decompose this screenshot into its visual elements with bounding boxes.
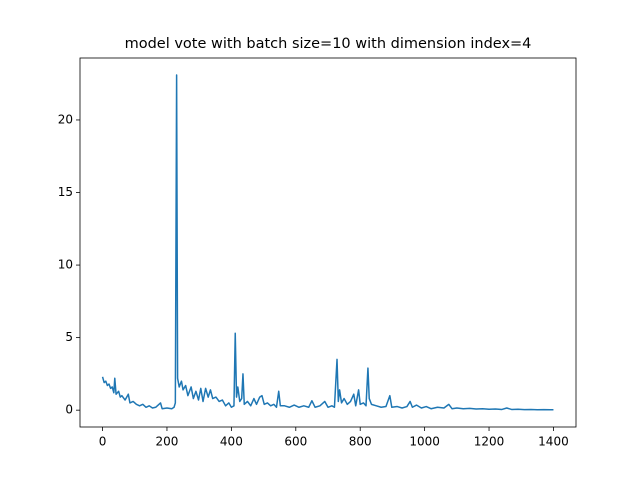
data-line <box>101 74 554 411</box>
x-tick-label: 800 <box>349 435 372 449</box>
y-tick-label: 15 <box>58 185 73 199</box>
chart-title: model vote with batch size=10 with dimen… <box>125 36 532 52</box>
x-tick-label: 1000 <box>409 435 440 449</box>
axes-frame <box>79 57 577 428</box>
y-tick-label: 20 <box>58 112 73 126</box>
x-tick-label: 400 <box>220 435 243 449</box>
y-tick-label: 5 <box>65 330 73 344</box>
x-tick-label: 200 <box>156 435 179 449</box>
x-tick-label: 1400 <box>538 435 569 449</box>
y-tick-label: 10 <box>58 258 73 272</box>
x-tick-label: 600 <box>284 435 307 449</box>
y-tick-label: 0 <box>65 403 73 417</box>
x-tick-label: 0 <box>99 435 107 449</box>
x-tick-label: 1200 <box>474 435 505 449</box>
